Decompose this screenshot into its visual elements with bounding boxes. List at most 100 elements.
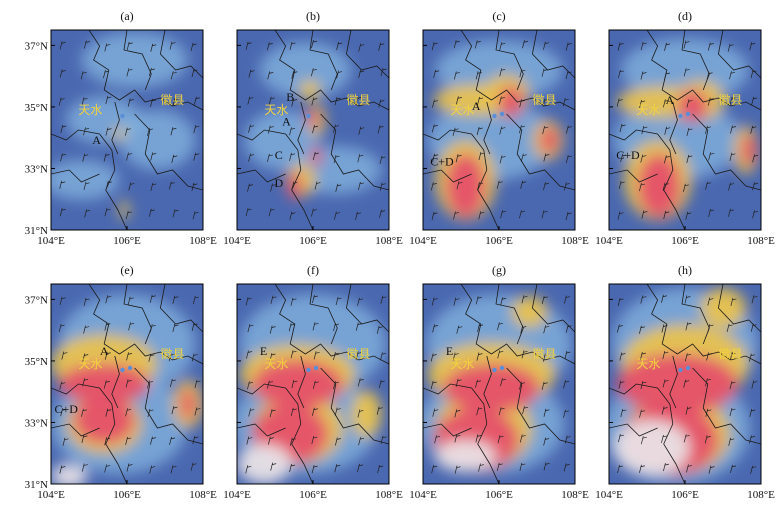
wind-barb	[498, 407, 505, 416]
wind-barb	[433, 69, 440, 78]
panel-label: (f)	[307, 263, 319, 277]
wind-barb	[172, 295, 179, 304]
wind-barb	[432, 408, 439, 417]
wind-barb	[125, 210, 132, 220]
panel-b: 天水 徽县 BA CD (b) 104°E 106°E 108°E	[223, 9, 403, 247]
x-tick-label: 106°E	[113, 235, 141, 247]
echo-blob	[51, 464, 88, 484]
panel-label: (a)	[120, 9, 133, 23]
echo-blob	[351, 390, 382, 438]
wind-barb	[566, 125, 572, 134]
wind-barb	[105, 180, 112, 189]
boundary-path	[237, 129, 314, 230]
x-tick-label: 106°E	[671, 489, 699, 501]
wind-barb	[683, 40, 690, 49]
wind-barb	[619, 123, 626, 133]
wind-barb	[358, 69, 365, 79]
station-dot	[685, 365, 691, 371]
wind-barb	[496, 180, 503, 189]
wind-barb	[333, 322, 340, 331]
wind-barb	[128, 182, 135, 191]
y-tick-label: 31°N	[25, 225, 48, 237]
echo-blob	[741, 134, 757, 166]
boundary-path	[345, 30, 389, 79]
wind-barb	[357, 154, 364, 163]
wind-barb	[84, 40, 90, 49]
storm-cell-label: D	[274, 176, 283, 190]
wind-barb	[750, 125, 757, 134]
wind-barb	[662, 379, 669, 388]
wind-barb	[290, 297, 297, 306]
wind-barb	[543, 153, 550, 162]
wind-barb	[727, 43, 734, 52]
wind-barb	[380, 67, 387, 77]
wind-barb	[314, 181, 321, 190]
wind-barb	[335, 296, 342, 306]
wind-barb	[685, 406, 692, 415]
wind-barb	[751, 380, 758, 389]
wind-barb	[750, 69, 757, 78]
wind-barb	[751, 96, 758, 105]
wind-barb	[683, 379, 690, 388]
wind-barb	[127, 296, 134, 305]
wind-barb	[245, 41, 252, 50]
wind-barb	[124, 127, 131, 136]
city-label-tianshui: 天水	[78, 357, 102, 371]
wind-barb	[150, 98, 157, 107]
wind-barb	[291, 98, 298, 107]
city-label-tianshui: 天水	[450, 103, 474, 117]
wind-barb	[311, 97, 318, 106]
x-tick-label: 106°E	[485, 235, 513, 247]
wind-barb	[564, 350, 571, 360]
wind-barb	[565, 70, 572, 80]
wind-barb	[522, 406, 529, 415]
wind-barb	[616, 324, 623, 333]
x-tick-label: 108°E	[747, 489, 775, 501]
wind-barb	[706, 71, 713, 80]
wind-barbs	[616, 294, 758, 474]
wind-barb	[104, 351, 111, 360]
wind-barb	[541, 68, 548, 77]
wind-barb	[705, 181, 712, 190]
boundary-path	[495, 30, 524, 91]
wind-barb	[270, 295, 277, 304]
wind-barb	[663, 210, 670, 219]
wind-barb	[334, 407, 341, 416]
wind-barb	[617, 297, 624, 307]
storm-cell-label: C+D	[430, 154, 454, 168]
wind-barb	[476, 352, 483, 361]
wind-barb	[60, 408, 67, 417]
wind-barb	[562, 98, 569, 107]
wind-barb	[521, 350, 528, 359]
wind-barb	[543, 182, 550, 191]
wind-barb	[749, 42, 756, 51]
wind-barb	[194, 407, 201, 416]
echo-blob	[700, 288, 746, 328]
wind-barb	[664, 155, 670, 164]
boundary-path	[423, 423, 472, 437]
wind-barb	[194, 96, 200, 105]
boundary-path	[483, 101, 492, 155]
wind-barb	[291, 181, 298, 190]
wind-barb	[454, 434, 461, 443]
wind-barb	[61, 351, 68, 360]
boundary-path	[460, 284, 575, 365]
wind-barb	[639, 352, 646, 361]
wind-barbs	[58, 294, 201, 474]
panel-label: (g)	[492, 263, 506, 277]
wind-barb	[496, 462, 503, 471]
wind-barb	[639, 99, 646, 109]
wind-barb	[171, 154, 178, 163]
wind-barb	[519, 69, 526, 78]
wind-barb	[543, 437, 550, 446]
wind-barb	[730, 464, 737, 473]
boundary-path	[423, 129, 500, 230]
wind-barb	[104, 43, 111, 52]
boundary-lines	[609, 284, 761, 484]
wind-barb	[663, 99, 669, 108]
wind-barb	[291, 379, 298, 389]
station-dot	[492, 113, 497, 119]
storm-cell-label: C	[275, 148, 283, 162]
wind-barb	[475, 379, 482, 388]
wind-barb	[542, 353, 549, 362]
